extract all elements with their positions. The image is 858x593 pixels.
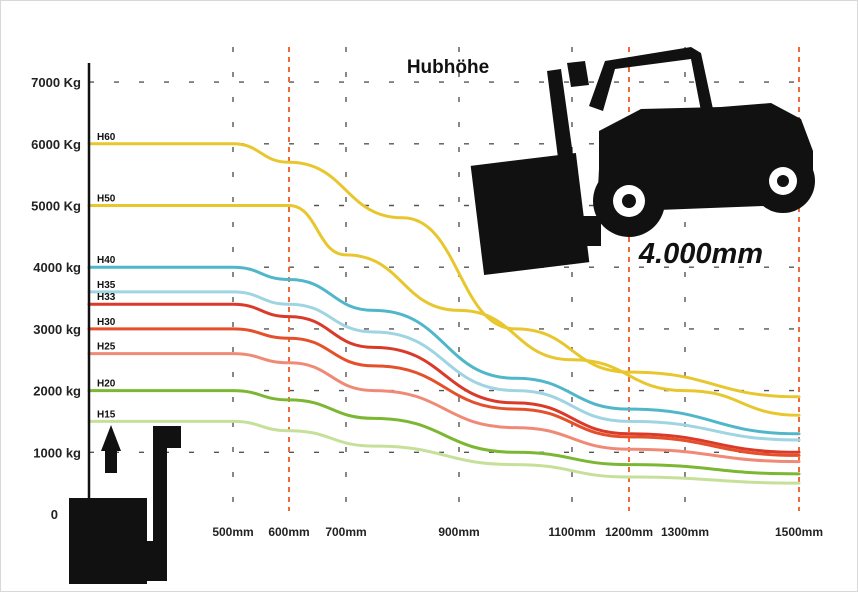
x-tick-label: 500mm: [212, 525, 253, 539]
y-tick-label: 5000 Kg: [31, 199, 81, 214]
x-tick-label: 700mm: [325, 525, 366, 539]
lift-height-annotation: 4.000mm: [638, 238, 763, 270]
x-tick-label: 1100mm: [548, 525, 595, 539]
y-tick-label: 7000 Kg: [31, 75, 81, 90]
y-tick-label: 1000 kg: [33, 445, 81, 460]
curve-label-h15: H15: [97, 409, 116, 420]
curve-h25: [87, 352, 801, 464]
x-tick-label: 1300mm: [661, 525, 709, 539]
curve-label-h33: H33: [97, 292, 116, 303]
y-tick-label: 0: [51, 507, 58, 522]
curve-label-h40: H40: [97, 255, 116, 266]
pallet-fork-icon: [69, 426, 181, 584]
up-arrow-icon: [101, 425, 121, 473]
y-tick-label: 6000 Kg: [31, 137, 81, 152]
curve-h33: [87, 302, 801, 454]
curve-label-h35: H35: [97, 280, 116, 291]
curve-h60: [87, 142, 801, 399]
curve-h35: [87, 290, 801, 442]
curve-h20: [87, 389, 801, 476]
x-tick-label: 600mm: [268, 525, 309, 539]
x-axis: 500mm 600mm 700mm 900mm 1100mm 1200mm 1300mm 15…: [212, 525, 823, 539]
x-tick-label: 1500mm: [775, 525, 823, 539]
curve-label-h60: H60: [97, 132, 116, 143]
y-tick-label: 4000 kg: [33, 260, 81, 275]
x-tick-label: 1200mm: [605, 525, 653, 539]
curve-label-h25: H25: [97, 342, 116, 353]
curve-h50: [87, 203, 801, 417]
curve-label-h50: H50: [97, 194, 116, 205]
forklift-icon: [470, 47, 815, 276]
curve-h40: [87, 265, 801, 436]
y-axis: 0 1000 kg 2000 kg 3000 kg 4000 kg 5000 Kg 6000…: [31, 63, 91, 522]
chart-title: Hubhöhe: [407, 57, 489, 78]
load-curves: [87, 142, 801, 485]
x-tick-label: 900mm: [438, 525, 479, 539]
curve-label-h20: H20: [97, 379, 116, 390]
curve-h15: [87, 419, 801, 485]
y-tick-label: 3000 kg: [33, 322, 81, 337]
y-tick-label: 2000 kg: [33, 384, 81, 399]
curve-h30: [87, 327, 801, 457]
curve-label-h30: H30: [97, 317, 116, 328]
